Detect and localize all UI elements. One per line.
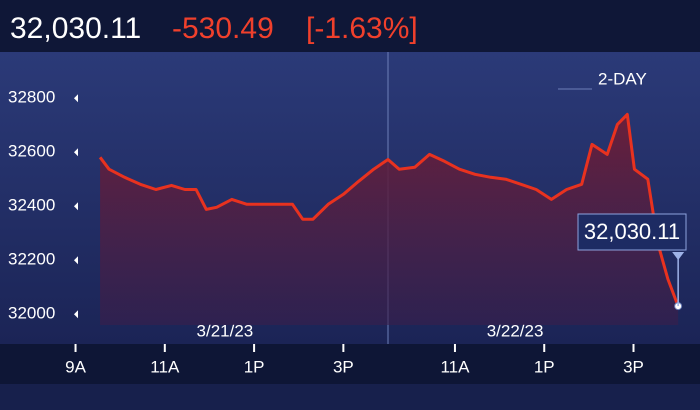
- callout-pointer: [672, 252, 685, 260]
- session-label: 3/22/23: [487, 321, 544, 340]
- y-tick-mark: [74, 94, 78, 103]
- y-tick-label: 32000: [8, 304, 55, 323]
- callout-box: [577, 213, 687, 251]
- y-tick-mark: [74, 310, 78, 319]
- x-tick-label: 11A: [150, 357, 180, 376]
- y-tick-mark: [74, 202, 78, 211]
- x-tick-label: 1P: [244, 357, 265, 376]
- x-tick-label: 9A: [65, 357, 86, 376]
- change: -530.49: [172, 12, 274, 45]
- range-label: 2-DAY: [598, 69, 647, 88]
- x-tick-label: 1P: [534, 357, 555, 376]
- percent-change: [-1.63%]: [306, 12, 418, 45]
- session-label: 3/21/23: [197, 321, 254, 340]
- y-tick-mark: [74, 256, 78, 265]
- y-tick-label: 32800: [8, 88, 55, 107]
- x-tick-label: 3P: [623, 357, 644, 376]
- last-value: 32,030.11: [10, 12, 141, 45]
- y-tick-label: 32400: [8, 196, 55, 215]
- header-band: [0, 0, 700, 52]
- axis-band: [0, 344, 700, 384]
- area: [100, 114, 679, 326]
- y-tick-label: 32200: [8, 250, 55, 269]
- y-tick-mark: [74, 148, 78, 157]
- price-line: [98, 112, 680, 307]
- y-tick-label: 32600: [8, 142, 55, 161]
- x-tick-label: 3P: [333, 357, 354, 376]
- callout-value: 32,030.11: [584, 219, 680, 244]
- x-tick-label: 11A: [440, 357, 470, 376]
